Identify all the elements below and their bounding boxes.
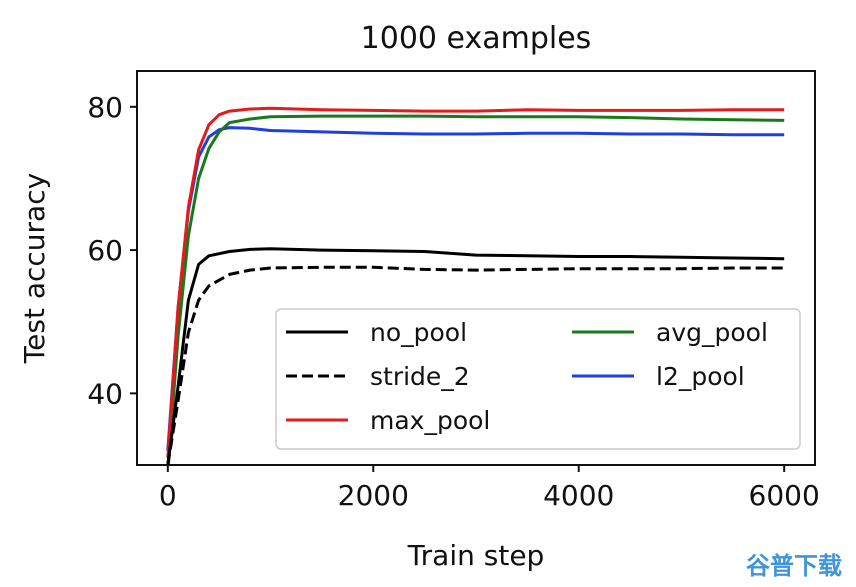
legend-item-max-pool: max_pool	[286, 406, 490, 435]
y-tick-label: 80	[87, 91, 123, 124]
series-line-max-pool	[166, 106, 785, 458]
legend-item-avg-pool: avg_pool	[572, 318, 768, 347]
series-line-avg-pool	[166, 114, 785, 465]
x-tick-label: 0	[159, 479, 177, 512]
chart-title: 1000 examples	[361, 21, 592, 56]
legend-box	[275, 308, 801, 450]
legend-label: no_pool	[370, 318, 467, 347]
x-tick-label: 6000	[749, 479, 820, 512]
watermark-text: 谷普下载	[746, 552, 842, 580]
y-tick-label: 60	[87, 234, 123, 267]
y-tick-label: 40	[87, 377, 123, 410]
legend-item-stride-2: stride_2	[286, 362, 470, 391]
legend-label: l2_pool	[656, 362, 745, 391]
axis-ticks: 0 2000 4000 6000 40 60 80	[87, 91, 819, 512]
legend-item-no-pool: no_pool	[286, 318, 467, 347]
y-axis-label: Test accuracy	[18, 173, 51, 364]
axes-frame	[136, 70, 816, 466]
legend-item-l2-pool: l2_pool	[572, 362, 745, 391]
x-axis-label: Train step	[407, 539, 545, 572]
x-tick-label: 2000	[338, 479, 409, 512]
plot-area	[166, 106, 785, 465]
legend: no_pool stride_2 max_pool avg_pool l2_pool	[275, 308, 801, 450]
legend-label: avg_pool	[656, 318, 768, 347]
series-line-no-pool	[166, 247, 785, 465]
series-line-stride-2	[166, 265, 785, 465]
legend-label: max_pool	[370, 406, 490, 435]
x-tick-label: 4000	[543, 479, 614, 512]
legend-label: stride_2	[370, 362, 470, 391]
